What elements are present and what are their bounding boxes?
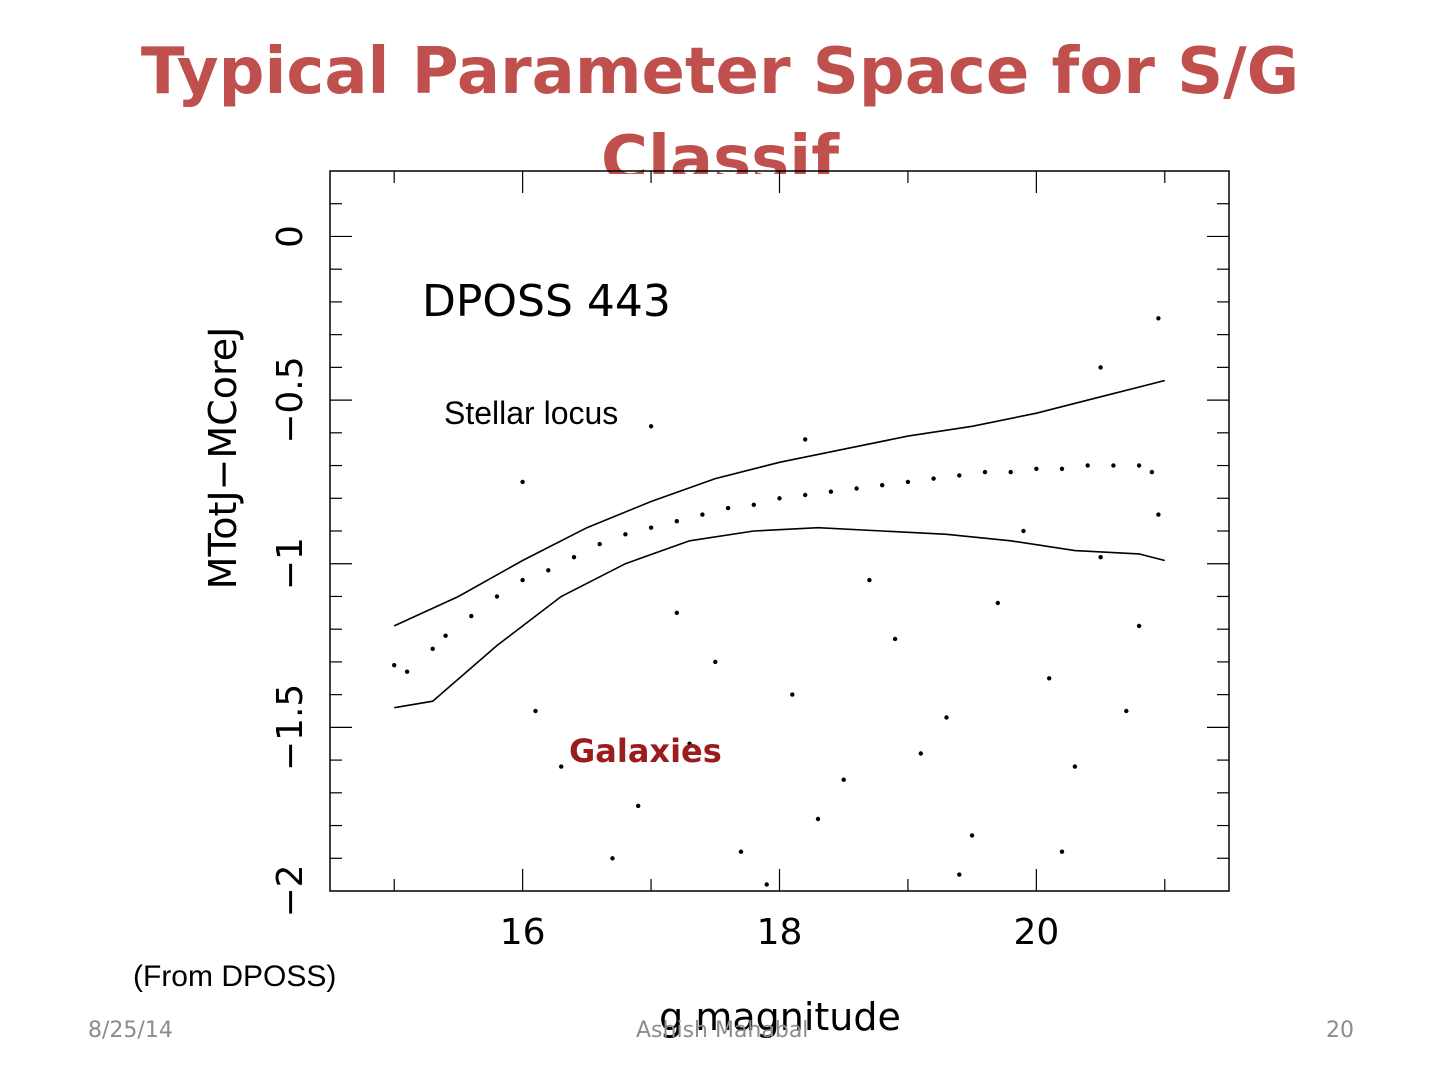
data-point bbox=[404, 669, 410, 674]
slide-title: Typical Parameter Space for S/G Classif bbox=[140, 35, 1300, 174]
stellar-locus-label: Stellar locus bbox=[444, 395, 619, 431]
data-point bbox=[443, 633, 448, 638]
data-point bbox=[1156, 512, 1161, 517]
data-point bbox=[1111, 463, 1116, 468]
y-tick-labels: 0 −0.5 −1 −1.5 −2 bbox=[270, 225, 311, 917]
source-note: (From DPOSS) bbox=[133, 960, 337, 993]
boundary-line bbox=[394, 526, 1165, 709]
y-tick-label: −0.5 bbox=[270, 356, 311, 443]
x-tick-label: 16 bbox=[500, 912, 546, 953]
data-point bbox=[648, 525, 654, 530]
data-point bbox=[944, 715, 949, 720]
data-point bbox=[674, 610, 679, 615]
data-point bbox=[880, 483, 885, 488]
data-point bbox=[559, 764, 564, 769]
data-point bbox=[969, 833, 975, 838]
data-point bbox=[841, 777, 846, 782]
data-point bbox=[867, 577, 872, 583]
data-point bbox=[392, 663, 397, 668]
data-point bbox=[777, 496, 782, 501]
data-point bbox=[713, 659, 718, 665]
data-point bbox=[571, 555, 577, 560]
data-point bbox=[430, 646, 435, 651]
y-axis-label: MTotJ−MCoreJ bbox=[201, 327, 245, 590]
data-point bbox=[1149, 469, 1155, 475]
footer-author: Ashish Mahabal bbox=[636, 1018, 809, 1043]
data-point bbox=[725, 505, 731, 511]
data-point bbox=[738, 849, 744, 854]
data-point bbox=[520, 577, 525, 583]
data-point bbox=[931, 476, 936, 481]
x-tick-label: 18 bbox=[757, 912, 803, 953]
data-point bbox=[828, 489, 834, 494]
data-point bbox=[1047, 676, 1052, 681]
data-point bbox=[1021, 528, 1026, 534]
data-point bbox=[648, 424, 654, 429]
data-point bbox=[674, 519, 679, 524]
data-point bbox=[751, 502, 756, 507]
data-point bbox=[1098, 365, 1103, 370]
data-point bbox=[957, 473, 962, 478]
classification-boundaries bbox=[393, 379, 1165, 709]
x-tick-labels: 16 18 20 bbox=[500, 912, 1060, 953]
data-points bbox=[392, 316, 1161, 887]
data-point bbox=[1098, 555, 1103, 560]
data-point bbox=[803, 492, 808, 498]
data-point bbox=[790, 692, 795, 697]
axis-ticks bbox=[330, 171, 1229, 891]
data-point bbox=[494, 594, 500, 599]
data-point bbox=[905, 479, 911, 485]
data-point bbox=[854, 486, 859, 491]
footer-date: 8/25/14 bbox=[88, 1018, 173, 1043]
galaxies-label: Galaxies bbox=[569, 732, 722, 770]
data-point bbox=[764, 882, 769, 887]
data-point bbox=[610, 856, 615, 861]
x-tick-label: 20 bbox=[1013, 912, 1059, 953]
y-tick-label: −1.5 bbox=[270, 684, 311, 771]
data-point bbox=[1008, 469, 1013, 475]
y-tick-label: −1 bbox=[270, 537, 311, 590]
data-point bbox=[469, 613, 474, 619]
data-point bbox=[892, 636, 898, 642]
data-point bbox=[815, 816, 821, 822]
data-point bbox=[1059, 849, 1065, 854]
data-point bbox=[546, 568, 551, 573]
data-point bbox=[700, 512, 705, 517]
chart-title: DPOSS 443 bbox=[422, 276, 671, 327]
x-axis-label: g magnitude bbox=[659, 995, 901, 1039]
y-tick-label: −2 bbox=[270, 864, 311, 917]
data-point bbox=[623, 532, 628, 537]
data-point bbox=[1072, 764, 1078, 769]
data-point bbox=[957, 872, 962, 877]
data-point bbox=[1136, 463, 1142, 468]
data-point bbox=[1156, 316, 1161, 321]
data-point bbox=[1085, 463, 1090, 468]
data-point bbox=[1059, 466, 1065, 471]
data-point bbox=[918, 751, 923, 756]
footer-page-number: 20 bbox=[1326, 1018, 1354, 1043]
data-point bbox=[597, 541, 602, 547]
data-point bbox=[995, 600, 1000, 606]
y-tick-label: 0 bbox=[270, 225, 311, 248]
data-point bbox=[533, 708, 538, 714]
data-point bbox=[636, 803, 641, 809]
data-point bbox=[1136, 623, 1142, 629]
data-point bbox=[520, 479, 525, 485]
data-point bbox=[687, 741, 692, 746]
data-point bbox=[1034, 466, 1039, 471]
data-point bbox=[803, 437, 808, 442]
data-point bbox=[982, 469, 988, 475]
data-point bbox=[1124, 708, 1129, 714]
boundary-line bbox=[393, 379, 1165, 627]
